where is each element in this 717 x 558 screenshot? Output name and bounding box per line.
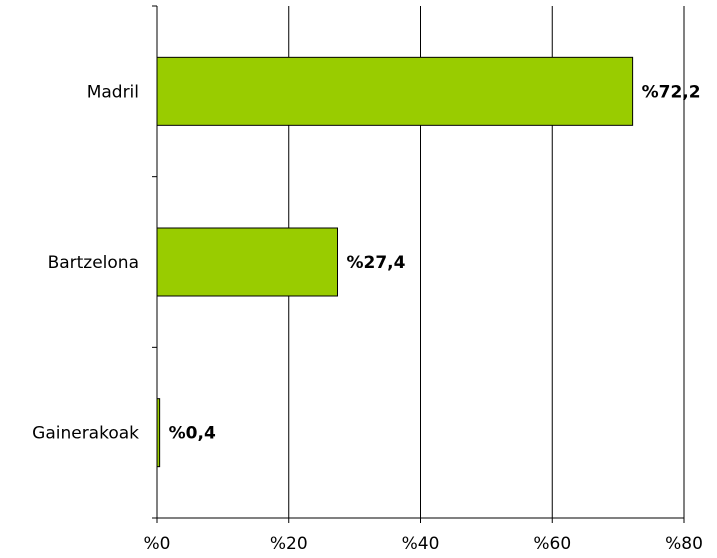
- category-label: Madril: [87, 82, 139, 102]
- category-label: Bartzelona: [48, 253, 139, 273]
- bar: [156, 227, 338, 297]
- labels: %0 %20 %40 %60 %80 Madril %72,2 Bartzelona %27,4…: [32, 82, 703, 554]
- data-label: %27,4: [346, 253, 405, 273]
- bars: [156, 56, 634, 468]
- x-tick-label: %0: [144, 534, 171, 554]
- x-tick-label: %20: [270, 534, 308, 554]
- category-label: Gainerakoak: [32, 424, 139, 444]
- x-tick-label: %80: [665, 534, 703, 554]
- x-tick-label: %40: [402, 534, 440, 554]
- bar: [156, 56, 634, 126]
- axes: [152, 5, 685, 523]
- data-label: %72,2: [642, 82, 701, 102]
- data-label: %0,4: [169, 424, 216, 444]
- x-tick-label: %60: [533, 534, 571, 554]
